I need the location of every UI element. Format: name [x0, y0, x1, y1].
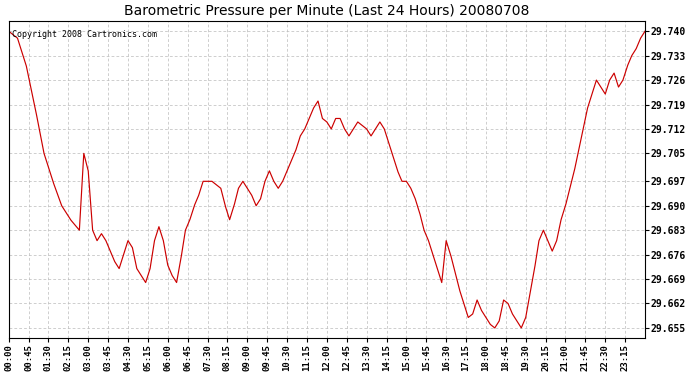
Title: Barometric Pressure per Minute (Last 24 Hours) 20080708: Barometric Pressure per Minute (Last 24 …	[124, 4, 529, 18]
Text: Copyright 2008 Cartronics.com: Copyright 2008 Cartronics.com	[12, 30, 157, 39]
